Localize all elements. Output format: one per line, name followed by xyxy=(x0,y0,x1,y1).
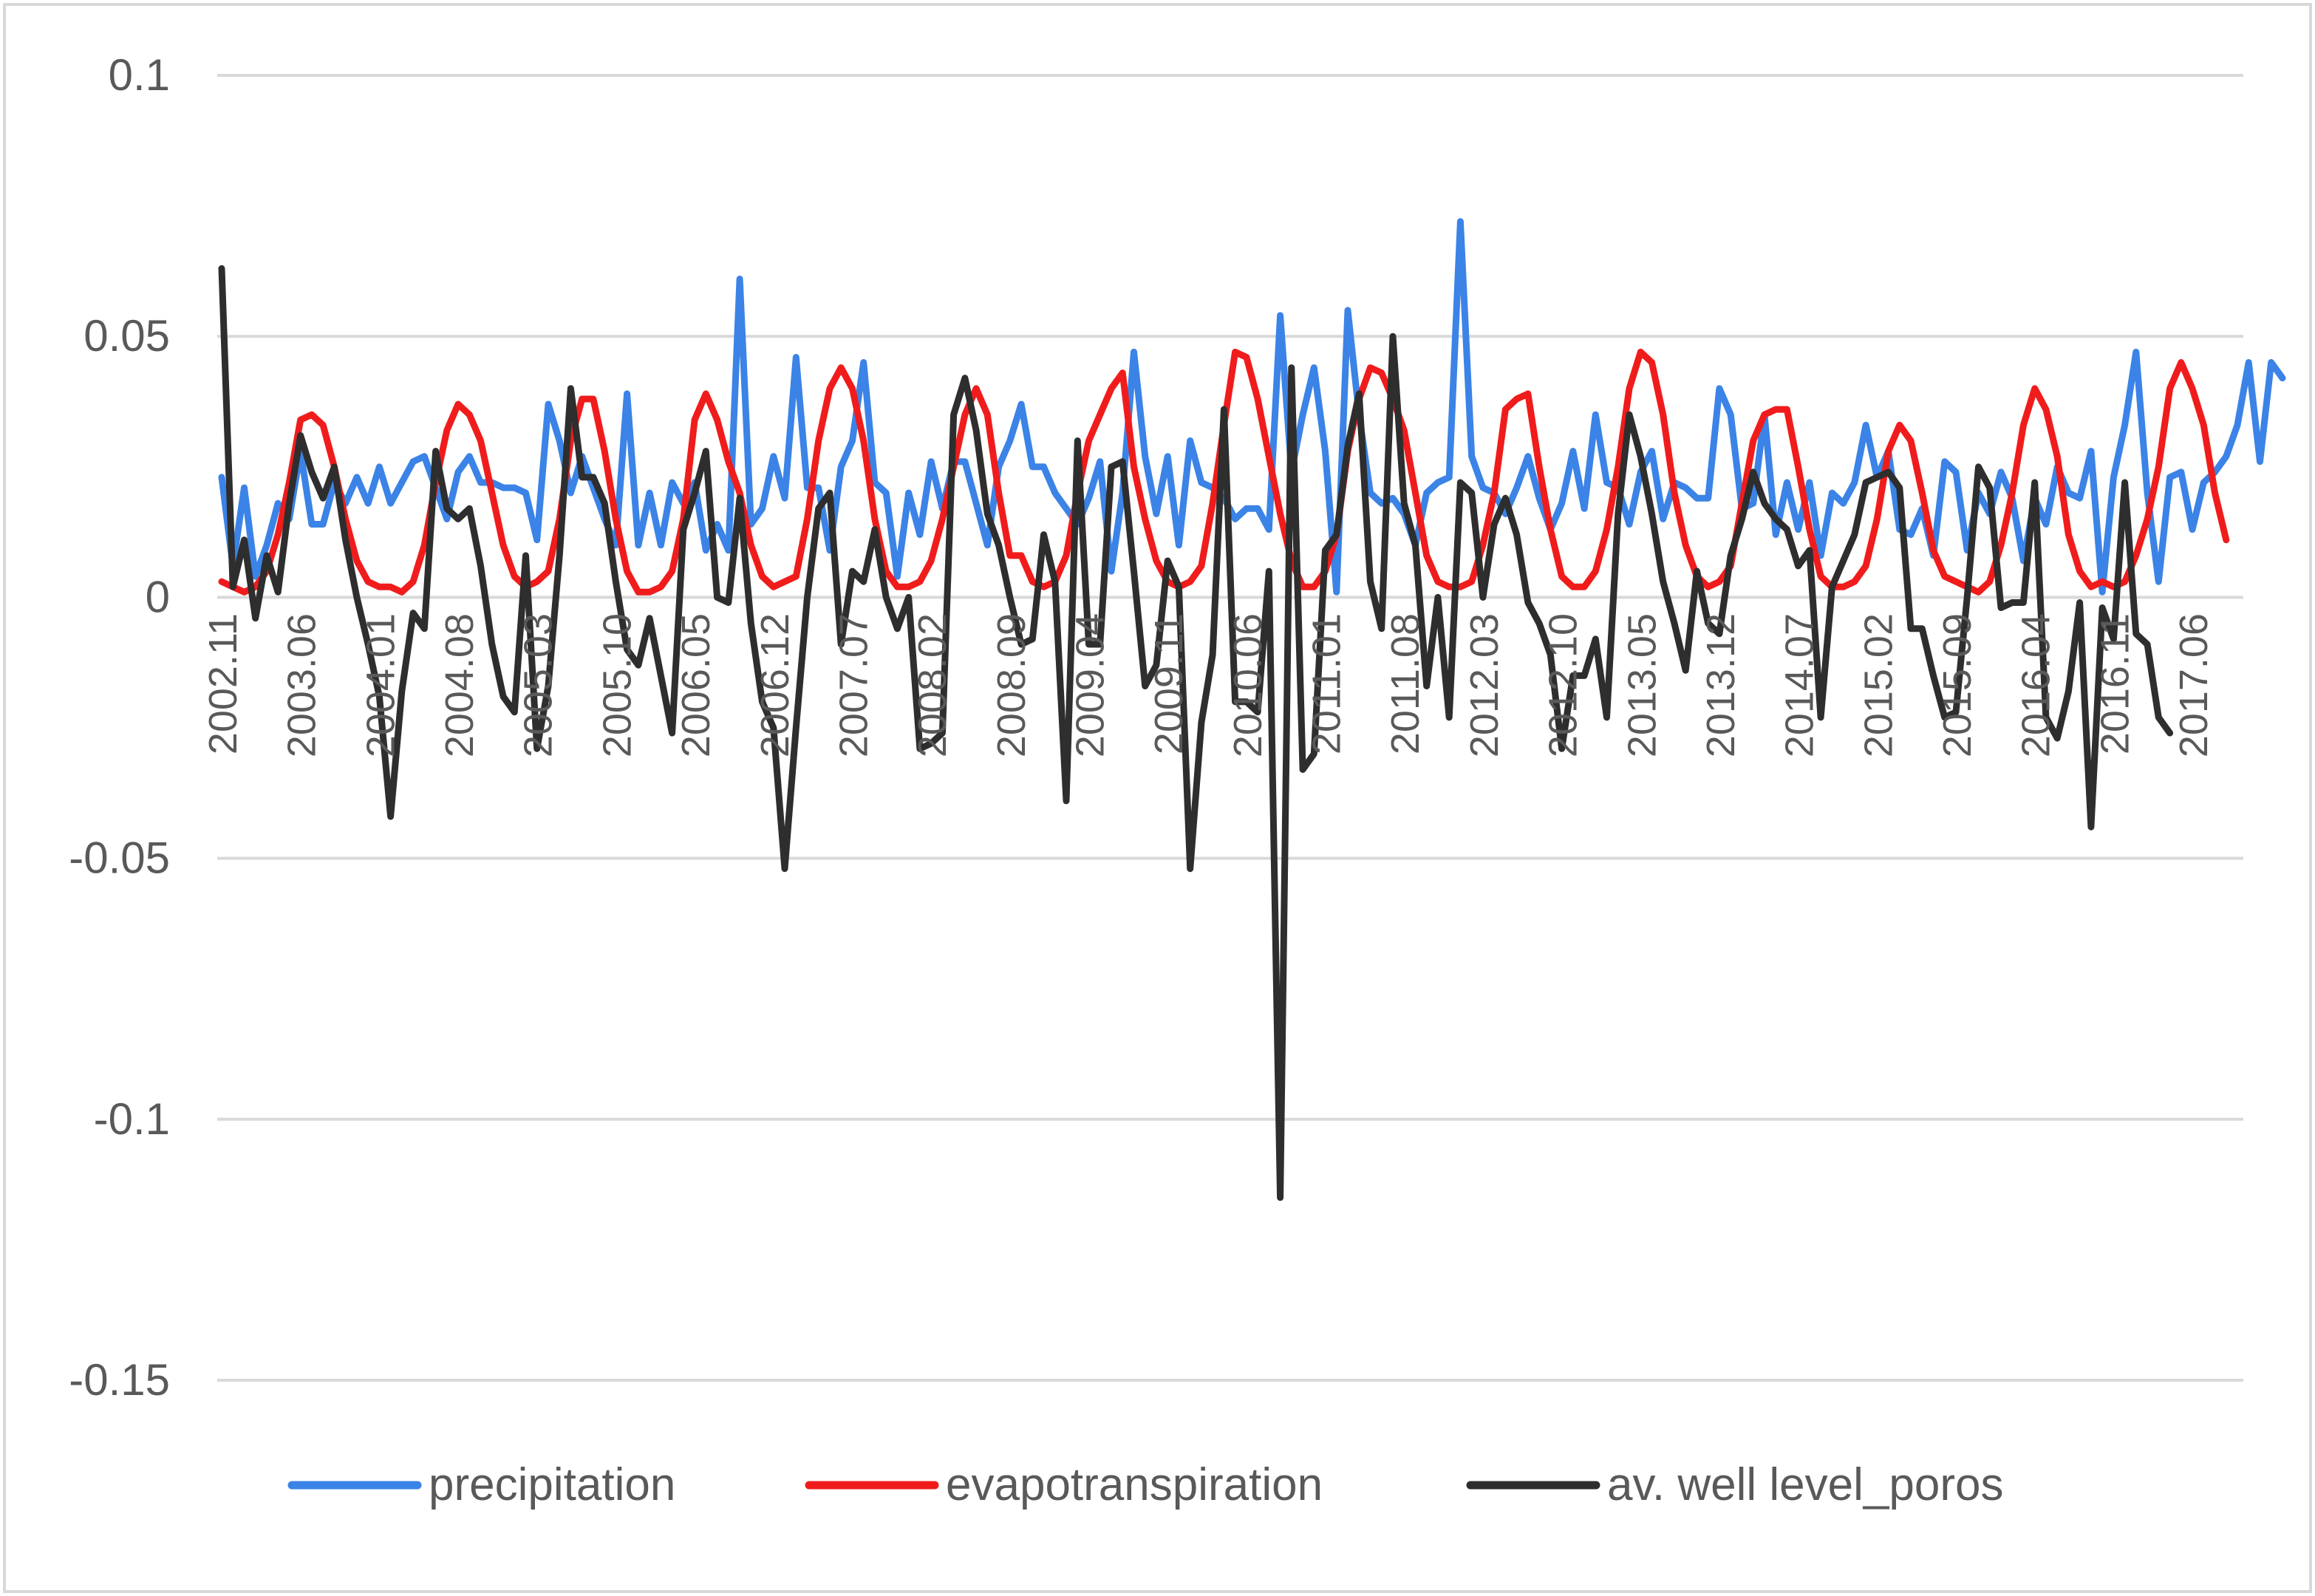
x-tick-label: 2013.05 xyxy=(1620,613,1664,757)
x-tick-label: 2004.01 xyxy=(358,613,403,757)
x-tick-label: 2016.11 xyxy=(2093,613,2137,754)
x-axis-ticks: 2002.11 2003.06 2004.01 2004.08 2005.03 2005.… xyxy=(201,613,2216,757)
y-axis-ticks: 0.1 0.05 0 -0.05 -0.1 -0.15 xyxy=(69,50,170,1405)
legend-label-evapotranspiration: evapotranspiration xyxy=(946,1459,1323,1510)
x-tick-label: 2012.03 xyxy=(1462,613,1507,757)
x-tick-label: 2017.06 xyxy=(2172,613,2216,757)
x-tick-label: 2011.01 xyxy=(1305,613,1349,754)
x-tick-label: 2009.11 xyxy=(1147,613,1191,754)
x-tick-label: 2012.10 xyxy=(1541,613,1586,757)
x-tick-label: 2006.12 xyxy=(753,613,797,757)
x-tick-label: 2014.07 xyxy=(1778,613,1822,757)
legend: precipitation evapotranspiration av. well … xyxy=(287,1459,2003,1510)
y-tick-label: -0.1 xyxy=(94,1094,170,1144)
x-tick-label: 2009.04 xyxy=(1068,613,1112,757)
x-tick-label: 2006.05 xyxy=(674,613,718,757)
x-tick-label: 2005.03 xyxy=(516,613,561,757)
x-tick-label: 2015.02 xyxy=(1856,613,1900,757)
x-tick-label: 2008.09 xyxy=(989,613,1034,757)
y-tick-label: 0 xyxy=(146,572,170,621)
x-tick-label: 2016.04 xyxy=(2014,613,2059,757)
legend-label-av-well-level-poros: av. well level_poros xyxy=(1607,1459,2003,1510)
y-tick-label: -0.15 xyxy=(69,1355,170,1405)
x-tick-label: 2008.02 xyxy=(910,613,955,757)
x-tick-label: 2002.11 xyxy=(201,613,245,754)
chart-frame xyxy=(3,3,2312,1593)
y-tick-label: 0.1 xyxy=(109,50,170,100)
legend-label-precipitation: precipitation xyxy=(429,1459,675,1510)
series-line-av-well-level-poros xyxy=(218,265,2174,1201)
x-tick-label: 2015.09 xyxy=(1935,613,1980,757)
y-tick-label: 0.05 xyxy=(83,311,170,361)
x-tick-label: 2011.08 xyxy=(1383,613,1428,754)
x-tick-label: 2003.06 xyxy=(280,613,324,757)
x-tick-label: 2013.12 xyxy=(1699,613,1743,757)
series-lines xyxy=(218,218,2286,1201)
x-tick-label: 2004.08 xyxy=(437,613,482,757)
x-tick-label: 2007.07 xyxy=(831,613,876,757)
x-tick-label: 2005.10 xyxy=(595,613,639,757)
y-tick-label: -0.05 xyxy=(69,833,170,883)
x-tick-label: 2010.06 xyxy=(1226,613,1270,757)
